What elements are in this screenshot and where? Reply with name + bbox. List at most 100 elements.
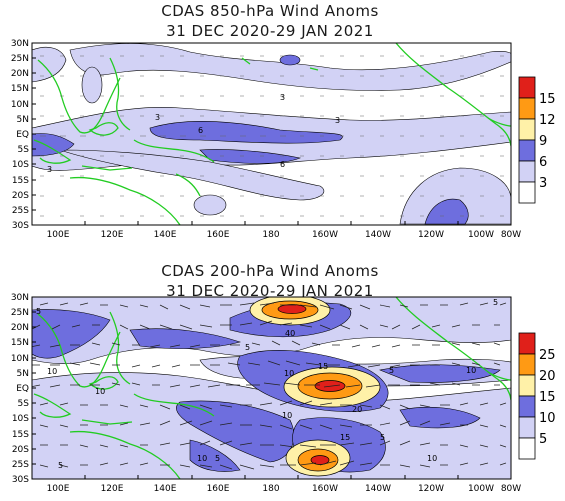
bottom-legend-labels: 25 20 15 10 5 — [539, 348, 556, 447]
lon-label: 180 — [262, 484, 279, 494]
top-se-pacific-region — [399, 167, 511, 225]
legend-swatch — [518, 374, 536, 397]
bottom-lon-labels: 100E 120E 140E 160E 180 160W 140W 120W 1… — [47, 484, 522, 494]
top-small-region-3 — [193, 194, 227, 216]
lat-label: 10S — [12, 160, 29, 170]
legend-swatch — [518, 437, 536, 460]
bottom-south-dark-streak — [189, 439, 241, 472]
lon-label: 140E — [154, 230, 177, 240]
top-west-dark-region — [32, 133, 75, 157]
lat-label: 5S — [18, 399, 30, 409]
bottom-se-dark-region — [399, 406, 481, 429]
top-wind-vectors — [40, 55, 504, 217]
lon-label: 120E — [101, 230, 124, 240]
top-south-extension — [59, 149, 325, 201]
lat-label: 15N — [11, 84, 29, 94]
lat-label: 5S — [18, 145, 30, 155]
bottom-coastlines — [33, 297, 511, 479]
bottom-contour-label: 5 — [36, 307, 41, 316]
lat-label: 15N — [11, 338, 29, 348]
top-coastlines — [33, 43, 511, 225]
bottom-lat-labels: 30N 25N 20N 15N 10N 5N EQ 5S 10S 15S 20S… — [11, 293, 29, 485]
bottom-jet-north-25 — [277, 304, 307, 314]
bottom-contour-label: 15 — [318, 362, 328, 371]
top-small-region-1 — [81, 66, 103, 104]
legend-swatch — [518, 118, 536, 141]
bottom-shading — [32, 297, 511, 479]
lon-label: 80W — [501, 484, 521, 494]
lat-label: 30N — [11, 39, 29, 49]
bottom-contour-label: 5 — [58, 461, 63, 470]
lat-label: 25S — [12, 206, 29, 216]
bottom-contour-label: 10 — [95, 387, 105, 396]
top-map-panel: 3 6 3 3 6 3 30N 25N 20N 15N 10N 5N EQ 5S… — [11, 39, 521, 240]
lat-label: 30S — [12, 221, 29, 231]
lat-label: 20S — [12, 445, 29, 455]
top-lat-labels: 30N 25N 20N 15N 10N 5N EQ 5S 10S 15S 20S… — [11, 39, 29, 231]
lon-label: 100E — [47, 484, 70, 494]
bottom-contour-label: 10 — [282, 411, 292, 420]
top-color-legend: 15 12 9 6 3 — [518, 76, 556, 204]
lat-label: 10S — [12, 414, 29, 424]
legend-label: 3 — [539, 176, 547, 191]
lon-label: 140E — [154, 484, 177, 494]
bottom-contour-label: 5 — [380, 433, 385, 442]
legend-label: 5 — [539, 432, 547, 447]
lat-label: 20N — [11, 69, 29, 79]
bottom-dark-streak-1 — [129, 328, 242, 349]
legend-swatch — [518, 139, 536, 162]
lon-label: 100W — [468, 230, 494, 240]
bottom-contour-labels: 5 10 10 5 5 40 15 10 5 10 20 10 15 5 10 … — [36, 298, 498, 470]
bottom-contour-label: 40 — [285, 329, 295, 338]
lon-label: 160W — [312, 230, 338, 240]
legend-swatch — [518, 181, 536, 204]
lat-label: 5N — [17, 369, 29, 379]
top-contour-label: 3 — [155, 113, 160, 122]
lon-label: 100E — [47, 230, 70, 240]
bottom-axis-ticks — [31, 296, 512, 480]
legend-label: 12 — [539, 113, 556, 128]
bottom-wind-vectors — [32, 302, 507, 470]
top-title-line-1: CDAS 850-hPa Wind Anoms — [161, 2, 379, 20]
lat-label: EQ — [16, 384, 29, 394]
lon-label: 160E — [207, 484, 230, 494]
lat-label: 25S — [12, 460, 29, 470]
top-central-dark-region — [149, 120, 343, 144]
lat-label: 15S — [12, 176, 29, 186]
lat-label: 5N — [17, 115, 29, 125]
bottom-contour-label: 10 — [197, 454, 207, 463]
lat-label: 30S — [12, 475, 29, 485]
legend-label: 25 — [539, 348, 556, 363]
lon-label: 140W — [365, 230, 391, 240]
bottom-color-legend: 25 20 15 10 5 — [518, 332, 556, 460]
lon-label: 140W — [365, 484, 391, 494]
top-se-dark-region — [424, 198, 469, 225]
lat-label: 10N — [11, 354, 29, 364]
lon-label: 160W — [312, 484, 338, 494]
bottom-west-dark-region — [32, 309, 111, 359]
top-lon-labels: 100E 120E 140E 160E 180 160W 140W 120W 1… — [47, 230, 522, 240]
bottom-title-line-1: CDAS 200-hPa Wind Anoms — [161, 262, 379, 280]
legend-label: 6 — [539, 155, 547, 170]
legend-label: 10 — [539, 411, 556, 426]
lat-label: 20N — [11, 323, 29, 333]
top-axis-ticks — [31, 42, 512, 226]
top-contour-label: 3 — [335, 116, 340, 125]
lat-label: 30N — [11, 293, 29, 303]
lat-label: EQ — [16, 130, 29, 140]
legend-label: 15 — [539, 92, 556, 107]
top-contour-labels: 3 6 3 3 6 3 — [47, 93, 340, 174]
bottom-contour-label: 10 — [466, 366, 476, 375]
bottom-contour-label: 15 — [340, 433, 350, 442]
legend-swatch — [518, 353, 536, 376]
bottom-contour-label: 5 — [215, 454, 220, 463]
legend-label: 15 — [539, 390, 556, 405]
bottom-title-line-2: 31 DEC 2020-29 JAN 2021 — [166, 282, 374, 300]
legend-swatch — [518, 332, 536, 355]
lat-label: 25N — [11, 308, 29, 318]
legend-label: 20 — [539, 369, 556, 384]
bottom-contour-label: 10 — [47, 367, 57, 376]
lon-label: 80W — [501, 230, 521, 240]
lat-label: 15S — [12, 430, 29, 440]
legend-swatch — [518, 97, 536, 120]
